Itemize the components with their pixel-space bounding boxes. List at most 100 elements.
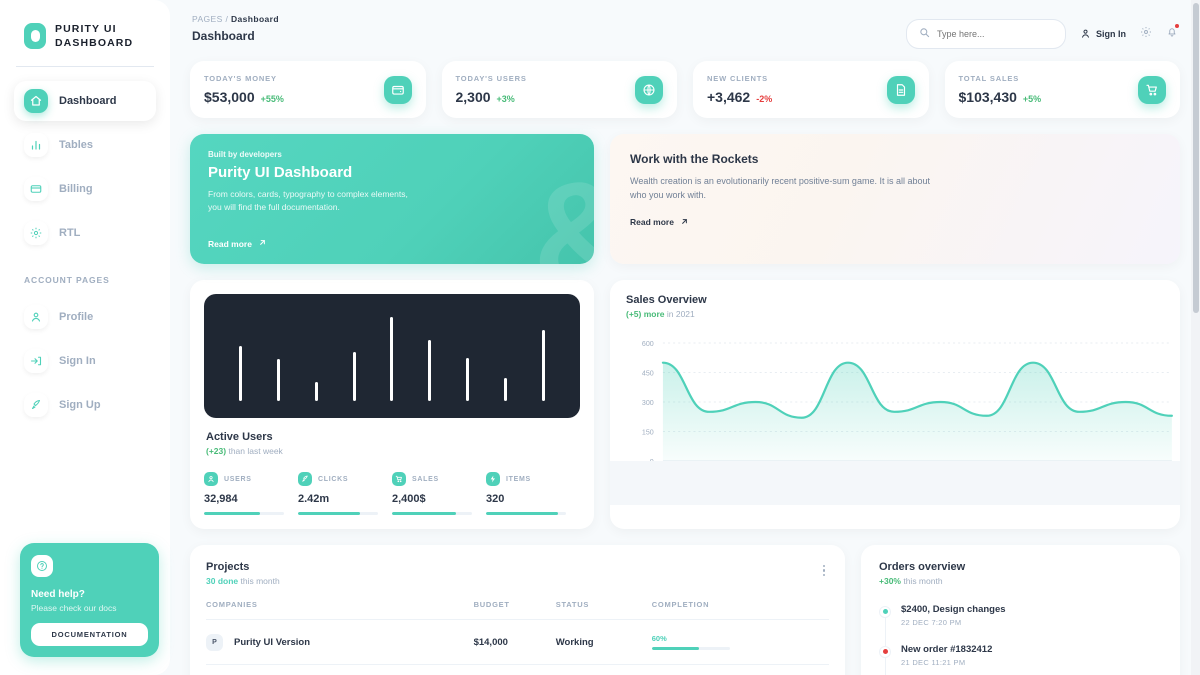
y-axis-tick: 150: [642, 430, 654, 437]
avatar: P: [206, 633, 223, 651]
order-timestamp: 22 DEC 7:20 PM: [901, 617, 962, 627]
person-icon: [204, 472, 218, 486]
sidebar-item-dashboard[interactable]: Dashboard: [14, 81, 156, 122]
projects-done-count: 30 done: [206, 575, 239, 586]
sidebar-item-rtl[interactable]: RTL: [14, 213, 156, 253]
cell-budget: $14,000: [473, 619, 556, 665]
company-name: Purity UI Version: [234, 636, 311, 648]
help-card: Need help? Please check our docs DOCUMEN…: [20, 543, 159, 657]
gear-icon: [24, 221, 48, 246]
signin-button[interactable]: Sign In: [1080, 28, 1126, 41]
sidebar-item-tables[interactable]: Tables: [14, 125, 156, 165]
sidebar-divider: [16, 66, 154, 68]
breadcrumb: PAGES / Dashboard: [192, 14, 279, 24]
stat-card-total-sales: TOTAL SALES $103,430 +5%: [944, 61, 1180, 118]
promo-title: Purity UI Dashboard: [208, 164, 353, 181]
search-icon: [919, 25, 930, 43]
mini-stat-progress-track: [298, 512, 378, 515]
sidebar: PURITY UI DASHBOARD Dashboard Tables: [0, 0, 170, 675]
search-box[interactable]: [906, 19, 1066, 49]
mini-stat: ITEMS 320: [486, 472, 580, 515]
stat-card-todays-money: TODAY'S MONEY $53,000 +55%: [190, 61, 426, 118]
sidebar-item-label: Sign Up: [59, 399, 101, 412]
mini-stat-label: CLICKS: [318, 475, 349, 483]
status-dot-icon: [879, 645, 891, 658]
cell-company: AAdd Progress Track: [206, 664, 474, 675]
sidebar-item-billing[interactable]: Billing: [14, 169, 156, 209]
rockets-card: Work with the Rockets Wealth creation is…: [610, 134, 1180, 264]
stat-card-new-clients: NEW CLIENTS +3,462 -2%: [693, 61, 929, 118]
orders-timeline: $2400, Design changes 22 DEC 7:20 PM New o…: [879, 604, 1162, 675]
completion-fill: [651, 647, 699, 650]
mini-stat-head: USERS: [204, 472, 284, 486]
stat-value: $53,000: [204, 89, 255, 105]
table-column-header: COMPLETION: [651, 599, 829, 620]
bar: [541, 330, 545, 401]
scrollbar-thumb[interactable]: [1192, 3, 1199, 313]
promo-eyebrow: Built by developers: [208, 150, 282, 159]
rockets-read-more-link[interactable]: Read more: [630, 217, 1160, 228]
stat-text: TODAY'S USERS 2,300 +3%: [456, 74, 527, 105]
y-axis-tick: 600: [642, 341, 654, 348]
sidebar-item-label: Profile: [59, 311, 94, 324]
bar: [277, 358, 281, 401]
promo-read-more-link[interactable]: Read more: [208, 238, 267, 249]
sales-subtitle: (+5) more in 2021: [626, 309, 1180, 319]
mini-stat-label: SALES: [412, 475, 439, 483]
stat-label: TODAY'S MONEY: [204, 74, 277, 83]
completion-pct: 60%: [651, 634, 667, 644]
brand[interactable]: PURITY UI DASHBOARD: [14, 0, 156, 66]
stat-text: TODAY'S MONEY $53,000 +55%: [204, 74, 284, 105]
sales-delta: (+5) more: [626, 309, 665, 319]
person-icon: [1080, 28, 1091, 41]
mini-stat-progress-fill: [204, 512, 260, 515]
sidebar-section-label: ACCOUNT PAGES: [24, 275, 110, 286]
sales-subtitle-rest: in 2021: [664, 309, 695, 319]
cell-completion: 10%: [651, 664, 829, 675]
sales-area-fill: [662, 362, 1172, 461]
promo-row: & Built by developers Purity UI Dashboar…: [190, 134, 1180, 264]
status-dot-icon: [879, 605, 891, 618]
arrow-up-right-icon: [680, 217, 689, 228]
sidebar-item-signup[interactable]: Sign Up: [14, 385, 156, 425]
sidebar-item-label: RTL: [59, 227, 81, 240]
brand-text: PURITY UI DASHBOARD: [55, 22, 133, 50]
document-icon: [886, 75, 915, 104]
y-axis-tick: 300: [642, 400, 654, 407]
credit-card-icon: [24, 177, 48, 202]
promo-description: From colors, cards, typography to comple…: [208, 189, 408, 213]
brand-line-2: DASHBOARD: [55, 37, 134, 50]
projects-header: Projects 30 done this month: [206, 561, 829, 586]
table-row[interactable]: P Purity UI Version $14,000 Working 60%: [206, 619, 829, 665]
orders-subtitle-rest: this month: [900, 575, 943, 586]
breadcrumb-root[interactable]: PAGES: [192, 14, 223, 24]
page-scrollbar[interactable]: [1191, 0, 1200, 675]
notification-dot: [1175, 24, 1179, 28]
search-input[interactable]: [937, 29, 1053, 39]
settings-button[interactable]: [1140, 25, 1152, 43]
table-row[interactable]: AAdd Progress Track$3,000Canceled10%: [206, 664, 829, 675]
mid-row: Active Users (+23) than last week USERS 3…: [190, 280, 1180, 529]
sidebar-item-label: Billing: [59, 183, 93, 196]
order-item[interactable]: $2400, Design changes 22 DEC 7:20 PM: [879, 604, 1162, 627]
order-item[interactable]: New order #1832412 21 DEC 11:21 PM: [879, 644, 1162, 667]
sidebar-item-profile[interactable]: Profile: [14, 297, 156, 337]
sidebar-item-signin[interactable]: Sign In: [14, 341, 156, 381]
bar: [503, 378, 507, 401]
sales-overview-card: Sales Overview (+5) more in 2021 0150300…: [610, 280, 1180, 529]
orders-subtitle: +30% this month: [879, 576, 1162, 586]
bar: [465, 357, 469, 401]
sidebar-item-label: Tables: [59, 139, 94, 152]
completion-track: [651, 647, 730, 650]
orders-overview-card: Orders overview +30% this month $2400, D…: [861, 544, 1180, 675]
mini-stat-value: 320: [486, 493, 505, 505]
kebab-menu-icon[interactable]: [819, 561, 830, 581]
bar: [352, 351, 356, 401]
wallet-icon: [383, 75, 412, 104]
notifications-button[interactable]: [1166, 24, 1179, 43]
projects-subtitle-rest: this month: [238, 575, 280, 586]
cell-completion: 60%: [651, 619, 829, 665]
documentation-button[interactable]: DOCUMENTATION: [31, 623, 148, 646]
